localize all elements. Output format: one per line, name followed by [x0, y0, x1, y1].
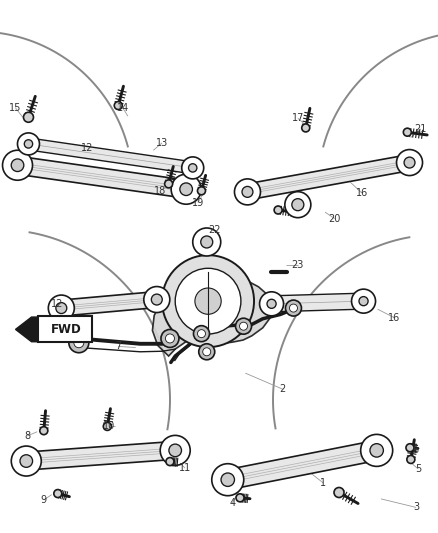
Circle shape — [24, 140, 33, 148]
Text: 16: 16 — [388, 313, 400, 322]
Circle shape — [54, 489, 62, 498]
Text: 19: 19 — [192, 198, 204, 207]
Text: 1: 1 — [320, 478, 326, 488]
Circle shape — [165, 180, 173, 188]
Text: 12: 12 — [51, 299, 63, 309]
Text: 5: 5 — [415, 464, 421, 474]
Circle shape — [144, 287, 170, 312]
Circle shape — [194, 326, 209, 342]
Text: 11: 11 — [179, 463, 191, 473]
Text: 10: 10 — [102, 422, 115, 431]
Circle shape — [236, 494, 244, 502]
Circle shape — [302, 124, 310, 132]
Text: 8: 8 — [24, 431, 30, 441]
Circle shape — [212, 464, 244, 496]
Circle shape — [406, 443, 414, 452]
Polygon shape — [255, 156, 402, 198]
Circle shape — [182, 157, 204, 179]
Circle shape — [286, 300, 301, 316]
Text: 7: 7 — [115, 342, 121, 351]
Circle shape — [56, 303, 67, 313]
Polygon shape — [36, 442, 166, 469]
Circle shape — [274, 206, 282, 214]
Circle shape — [334, 488, 344, 497]
Circle shape — [198, 187, 205, 195]
Text: 13: 13 — [156, 138, 168, 148]
Circle shape — [203, 348, 211, 356]
Polygon shape — [280, 293, 355, 312]
Text: FWD: FWD — [51, 323, 81, 336]
FancyArrow shape — [15, 317, 38, 342]
Circle shape — [114, 101, 122, 110]
Text: 23: 23 — [292, 261, 304, 270]
Circle shape — [180, 183, 192, 196]
FancyBboxPatch shape — [38, 317, 92, 342]
Polygon shape — [35, 139, 186, 173]
Circle shape — [290, 304, 297, 312]
Text: 15: 15 — [9, 103, 21, 112]
Circle shape — [74, 338, 84, 348]
Text: 17: 17 — [292, 114, 304, 123]
Text: 6: 6 — [412, 445, 418, 455]
Text: 22: 22 — [208, 225, 221, 235]
Circle shape — [195, 288, 221, 314]
Circle shape — [359, 296, 368, 306]
Circle shape — [11, 446, 41, 476]
Text: 12: 12 — [81, 143, 93, 153]
Circle shape — [152, 294, 162, 305]
Circle shape — [352, 289, 375, 313]
Circle shape — [166, 457, 174, 466]
Circle shape — [267, 299, 276, 309]
Circle shape — [242, 187, 253, 197]
Text: 9: 9 — [41, 495, 47, 505]
Circle shape — [199, 344, 215, 360]
Text: 2: 2 — [279, 384, 286, 394]
Circle shape — [285, 192, 311, 217]
Circle shape — [24, 112, 33, 122]
Circle shape — [103, 422, 111, 431]
Circle shape — [188, 164, 197, 172]
Circle shape — [198, 329, 205, 338]
Circle shape — [161, 329, 179, 348]
Circle shape — [160, 435, 190, 465]
Circle shape — [360, 434, 393, 466]
Circle shape — [20, 455, 32, 467]
Circle shape — [234, 179, 261, 205]
Polygon shape — [27, 158, 177, 197]
Circle shape — [240, 322, 247, 330]
Polygon shape — [237, 443, 367, 487]
Circle shape — [221, 473, 234, 487]
Text: 18: 18 — [154, 186, 166, 196]
Text: 14: 14 — [117, 103, 129, 112]
Circle shape — [407, 455, 415, 464]
Circle shape — [292, 199, 304, 211]
Text: 3: 3 — [413, 503, 419, 512]
Text: 20: 20 — [328, 214, 341, 223]
Circle shape — [236, 318, 251, 334]
Circle shape — [18, 133, 39, 155]
Circle shape — [3, 150, 32, 180]
Text: 21: 21 — [414, 124, 427, 134]
Circle shape — [370, 443, 383, 457]
Circle shape — [193, 228, 221, 256]
Circle shape — [403, 128, 411, 136]
Circle shape — [260, 292, 283, 316]
Circle shape — [201, 236, 213, 248]
Circle shape — [175, 268, 241, 334]
Circle shape — [171, 174, 201, 204]
Polygon shape — [152, 274, 274, 356]
Circle shape — [166, 334, 174, 343]
Text: 16: 16 — [356, 188, 368, 198]
Circle shape — [162, 255, 254, 347]
Circle shape — [40, 426, 48, 435]
Polygon shape — [70, 293, 148, 315]
Circle shape — [69, 333, 89, 353]
Circle shape — [404, 157, 415, 168]
Circle shape — [396, 150, 423, 175]
Text: 4: 4 — [229, 498, 235, 508]
Circle shape — [169, 444, 181, 457]
Circle shape — [11, 159, 24, 172]
Circle shape — [48, 295, 74, 321]
